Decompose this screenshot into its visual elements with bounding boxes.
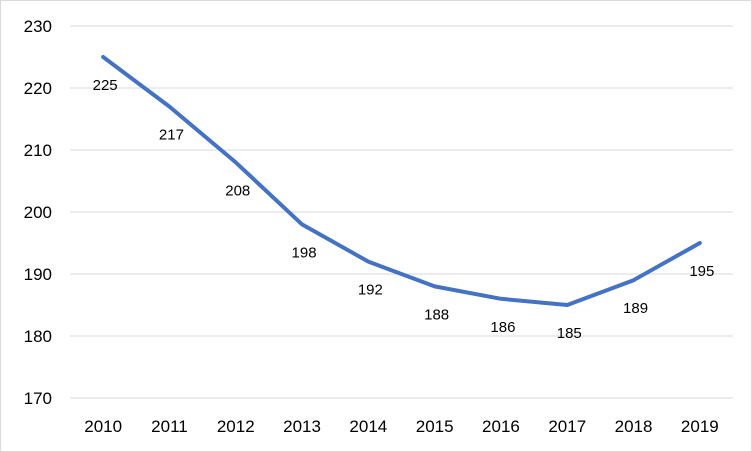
y-tick-label: 190: [24, 265, 52, 284]
x-tick-label: 2012: [217, 417, 255, 436]
data-label: 217: [159, 127, 184, 144]
y-tick-label: 230: [24, 17, 52, 36]
x-tick-label: 2016: [482, 417, 520, 436]
y-tick-label: 180: [24, 327, 52, 346]
x-tick-label: 2010: [84, 417, 122, 436]
y-tick-label: 170: [24, 389, 52, 408]
x-tick-label: 2014: [349, 417, 387, 436]
y-axis-tick-labels: 170 180 190 200 210 220 230: [24, 17, 52, 408]
data-label: 208: [225, 182, 250, 199]
x-tick-label: 2017: [548, 417, 586, 436]
data-label: 198: [292, 244, 317, 261]
x-tick-label: 2013: [283, 417, 321, 436]
data-label: 225: [93, 77, 118, 94]
x-tick-label: 2019: [681, 417, 719, 436]
data-label: 189: [623, 300, 648, 317]
data-label: 192: [358, 282, 383, 299]
data-labels: 225 217 208 198 192 188 186 185 189 195: [93, 77, 715, 342]
data-label: 195: [689, 263, 714, 280]
data-label: 185: [557, 325, 582, 342]
y-tick-label: 200: [24, 203, 52, 222]
gridlines: [70, 25, 733, 399]
series-lines: [101, 55, 702, 307]
y-tick-label: 220: [24, 79, 52, 98]
series-line: [101, 55, 702, 307]
data-label: 186: [490, 319, 515, 336]
x-axis-tick-labels: 2010 2011 2012 2013 2014 2015 2016 2017 2018 2019: [84, 417, 719, 436]
y-tick-label: 210: [24, 141, 52, 160]
x-tick-label: 2011: [151, 417, 188, 436]
x-tick-label: 2018: [615, 417, 653, 436]
x-tick-label: 2015: [416, 417, 454, 436]
data-label: 188: [424, 306, 449, 323]
